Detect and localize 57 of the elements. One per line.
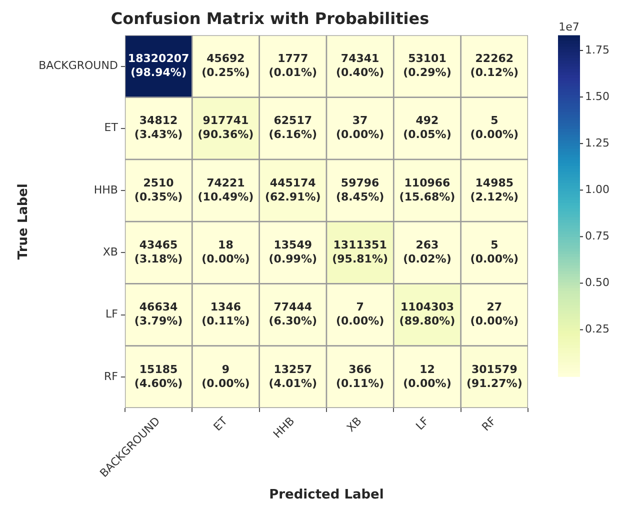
data-label: 9 (0.00%): [202, 362, 250, 390]
data-label: 1346 (0.11%): [202, 300, 250, 328]
data-label: 46634 (3.79%): [134, 300, 183, 328]
data-label: 74221 (10.49%): [198, 176, 254, 204]
data-label: 5 (0.00%): [470, 114, 519, 142]
data-label: 917741 (90.36%): [198, 114, 254, 142]
color-bar-label: 1.75: [585, 43, 610, 56]
color-bar-label: 1.25: [585, 136, 610, 150]
data-label: 74341 (0.40%): [336, 52, 384, 80]
data-label: 366 (0.11%): [336, 362, 384, 390]
data-label: 13549 (0.99%): [268, 238, 317, 266]
data-label: 445174 (62.91%): [264, 176, 321, 204]
x-axis-title: Predicted Label: [269, 488, 384, 503]
data-label: 18 (0.00%): [202, 238, 250, 266]
y-tick-label: HHB: [94, 183, 118, 196]
y-tick-label: LF: [105, 308, 118, 321]
x-tick-label: XB: [344, 414, 364, 434]
color-bar-label: 0.50: [585, 276, 610, 290]
data-label: 22262 (0.12%): [470, 52, 519, 80]
data-label: 62517 (6.16%): [268, 114, 317, 142]
y-tick-label: BACKGROUND: [38, 59, 118, 72]
color-bar-label: 1.00: [585, 182, 610, 196]
x-tick-label: ET: [210, 414, 230, 434]
chart-title: Confusion Matrix with Probabilities: [110, 8, 430, 28]
data-label: 34812 (3.43%): [134, 114, 183, 142]
y-tick-label: RF: [104, 370, 118, 383]
data-label: 18320207 (98.94%): [128, 52, 190, 80]
data-label: 492 (0.05%): [403, 114, 452, 142]
y-tick-label: XB: [102, 246, 118, 258]
data-label: 5 (0.00%): [470, 238, 519, 266]
color-bar-label: 0.75: [585, 230, 610, 243]
data-label: 37 (0.00%): [336, 114, 384, 142]
y-axis-title: True Label: [16, 184, 32, 260]
data-label: 77444 (6.30%): [268, 300, 317, 328]
data-label: 45692 (0.25%): [202, 52, 250, 80]
data-label: 110966 (15.68%): [399, 176, 456, 204]
x-tick-label: LF: [413, 414, 432, 433]
data-label: 13257 (4.01%): [268, 362, 317, 390]
data-label: 53101 (0.29%): [403, 52, 452, 80]
data-label: 2510 (0.35%): [134, 176, 183, 204]
data-label: 1104303 (89.80%): [399, 300, 456, 328]
data-label: 14985 (2.12%): [470, 176, 519, 204]
data-label: 1311351 (95.81%): [332, 238, 388, 266]
data-label: 301579 (91.27%): [466, 362, 522, 390]
color-bar-label: 1.50: [585, 90, 610, 103]
data-label: 43465 (3.18%): [134, 238, 183, 266]
data-label: 263 (0.02%): [403, 238, 452, 266]
data-label: 1777 (0.01%): [268, 52, 317, 80]
data-label: 7 (0.00%): [336, 300, 384, 328]
data-label: 15185 (4.60%): [134, 362, 183, 390]
color-bar-title: 1e7: [558, 20, 580, 34]
color-bar-label: 0.25: [585, 322, 610, 336]
data-label: 59796 (8.45%): [336, 176, 384, 204]
data-label: 27 (0.00%): [470, 300, 519, 328]
x-tick-label: RF: [479, 414, 499, 434]
y-tick-label: ET: [104, 121, 118, 134]
data-label: 12 (0.00%): [403, 362, 452, 390]
